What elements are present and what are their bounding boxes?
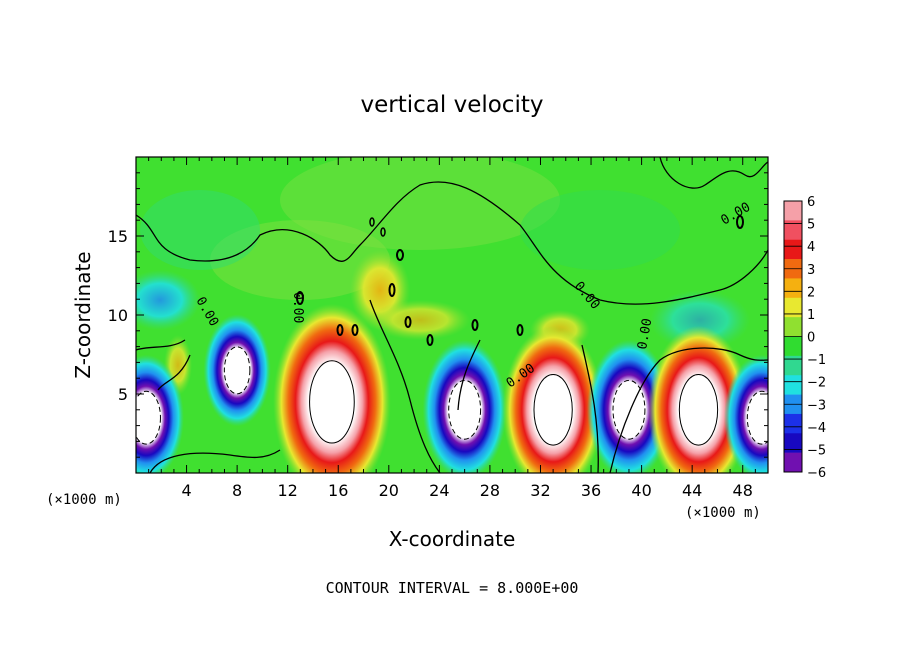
colorbar-label: 6 <box>807 195 815 210</box>
cell-contour <box>746 390 768 445</box>
colorbar-label: −4 <box>807 421 826 436</box>
x-tick-label: 8 <box>232 481 242 500</box>
colorbar-swatch <box>784 317 802 337</box>
y-tick-label: 15 <box>108 227 128 246</box>
colorbar-swatch <box>784 355 802 376</box>
zero-contour-left <box>136 339 191 391</box>
colorbar-label: −2 <box>807 376 826 391</box>
colorbar-swatch <box>784 297 802 318</box>
cell-contour <box>309 360 355 444</box>
contour-interval-footer: CONTOUR INTERVAL = 8.000E+00 <box>326 579 579 597</box>
x-tick-label: 24 <box>429 481 449 500</box>
downdraft-cell <box>723 354 768 473</box>
x-tick-label: 48 <box>733 481 753 500</box>
x-axis-label: X-coordinate <box>389 527 516 551</box>
colorbar: 6 5 4 3 2 1 0 −1 −2 −3 −4 −5 −6 <box>783 195 826 481</box>
colorbar-label: −5 <box>807 443 826 458</box>
colorbar-label: 1 <box>807 308 815 323</box>
colorbar-label: −6 <box>807 466 826 481</box>
colorbar-swatch <box>784 336 802 357</box>
colorbar-label: −1 <box>807 353 826 368</box>
colorbar-label: 3 <box>807 263 815 278</box>
x-tick-label: 20 <box>379 481 399 500</box>
x-tick-label: 32 <box>530 481 550 500</box>
updraft-cell <box>648 325 749 473</box>
cell-contour <box>533 374 573 446</box>
cell-contour <box>223 346 251 395</box>
colorbar-swatch <box>784 278 802 299</box>
colorbar-swatch <box>784 413 802 434</box>
x-tick-label: 16 <box>328 481 348 500</box>
colorbar-swatch <box>784 201 802 221</box>
downdraft-cell <box>203 314 271 427</box>
x-tick-label: 28 <box>480 481 500 500</box>
zero-contour-middle <box>369 299 599 473</box>
contour-label: 0.00 <box>635 317 655 350</box>
updraft-cell <box>273 303 391 473</box>
x-tick-label: 44 <box>682 481 702 500</box>
x-tick-label: 12 <box>278 481 298 500</box>
updraft-downdraft-cells <box>136 303 768 473</box>
colorbar-label: 2 <box>807 285 815 300</box>
x-tick-label: 40 <box>631 481 651 500</box>
colorbar-label: 0 <box>807 331 815 346</box>
x-tick-label: 36 <box>581 481 601 500</box>
colorbar-swatch <box>784 375 802 395</box>
colorbar-swatch <box>784 452 802 473</box>
cell-contour <box>136 390 161 445</box>
y-tick-label: 5 <box>118 385 128 404</box>
downdraft-cell <box>136 354 184 473</box>
velocity-field <box>136 157 768 473</box>
colorbar-label: 4 <box>807 240 815 255</box>
colorbar-swatch <box>784 239 802 260</box>
zero-contour-upper <box>136 181 768 305</box>
colorbar-swatch <box>784 220 802 241</box>
contour-label: 0.00 <box>290 292 305 323</box>
zero-contour-base <box>149 449 281 473</box>
downdraft-cell <box>422 339 507 473</box>
cell-contour <box>612 379 646 440</box>
x-unit-label-right: (×1000 m) <box>685 505 761 521</box>
y-tick-label: 10 <box>108 306 128 325</box>
zero-contour-top <box>659 157 768 189</box>
x-tick-label: 4 <box>181 481 191 500</box>
cell-contour <box>448 379 482 440</box>
colorbar-swatch <box>784 433 802 453</box>
colorbar-label: −3 <box>807 398 826 413</box>
chart-title: vertical velocity <box>361 92 544 118</box>
colorbar-label: 5 <box>807 218 815 233</box>
updraft-cell <box>502 325 604 473</box>
zero-contour-right <box>609 347 768 473</box>
cell-contour <box>678 374 719 446</box>
y-axis-label: Z-coordinate <box>71 251 95 378</box>
x-unit-label-left: (×1000 m) <box>46 492 122 508</box>
